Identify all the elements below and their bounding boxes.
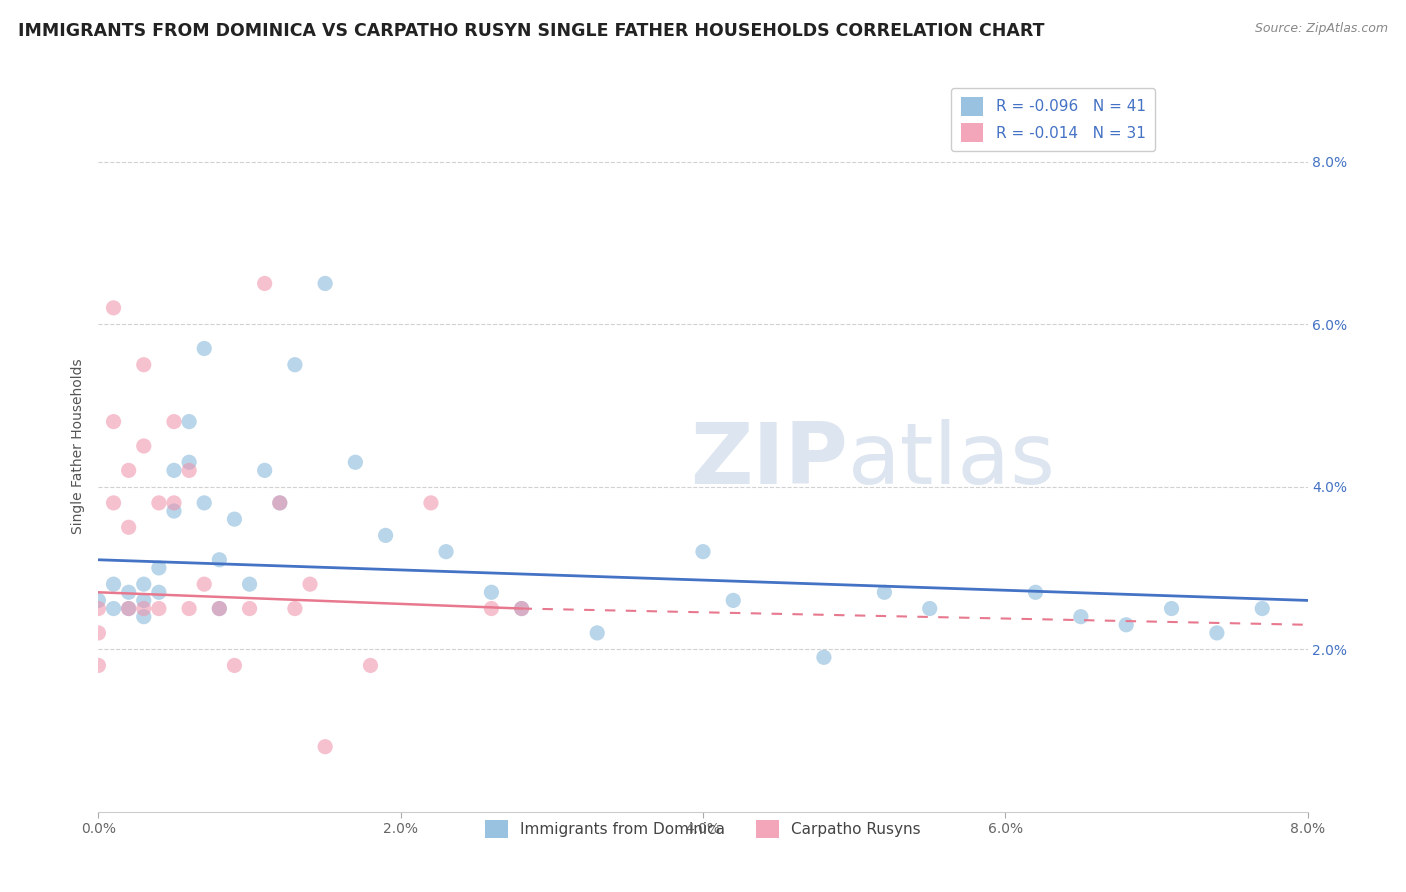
Point [118, 601, 141, 615]
Point [132, 358, 155, 372]
Point [179, 455, 201, 469]
Point [132, 609, 155, 624]
Point [118, 520, 141, 534]
Text: ZIP: ZIP [690, 419, 848, 502]
Legend: Immigrants from Dominica, Carpatho Rusyns: Immigrants from Dominica, Carpatho Rusyn… [479, 814, 927, 845]
Point [87, 601, 110, 615]
Point [163, 415, 186, 429]
Point [344, 455, 367, 469]
Point [434, 544, 457, 558]
Point [284, 601, 307, 615]
Point [1160, 601, 1182, 615]
Point [510, 601, 533, 615]
Point [224, 512, 246, 526]
Point [1115, 617, 1137, 632]
Point [208, 553, 231, 567]
Point [103, 301, 125, 315]
Point [420, 496, 443, 510]
Point [374, 528, 396, 542]
Point [481, 585, 503, 599]
Point [1251, 601, 1274, 615]
Point [510, 601, 533, 615]
Point [103, 496, 125, 510]
Point [224, 658, 246, 673]
Point [87, 593, 110, 607]
Point [132, 593, 155, 607]
Point [193, 342, 215, 356]
Point [163, 463, 186, 477]
Point [132, 439, 155, 453]
Point [208, 601, 231, 615]
Point [239, 577, 262, 591]
Point [118, 463, 141, 477]
Point [179, 463, 201, 477]
Point [918, 601, 941, 615]
Point [103, 415, 125, 429]
Point [132, 601, 155, 615]
Point [269, 496, 291, 510]
Point [873, 585, 896, 599]
Point [253, 463, 276, 477]
Point [239, 601, 262, 615]
Point [193, 577, 215, 591]
Point [163, 504, 186, 518]
Point [193, 496, 215, 510]
Text: IMMIGRANTS FROM DOMINICA VS CARPATHO RUSYN SINGLE FATHER HOUSEHOLDS CORRELATION : IMMIGRANTS FROM DOMINICA VS CARPATHO RUS… [18, 22, 1045, 40]
Point [148, 496, 170, 510]
Point [1025, 585, 1047, 599]
Point [723, 593, 745, 607]
Point [481, 601, 503, 615]
Point [692, 544, 714, 558]
Point [179, 415, 201, 429]
Text: Source: ZipAtlas.com: Source: ZipAtlas.com [1254, 22, 1388, 36]
Point [179, 601, 201, 615]
Point [1206, 626, 1229, 640]
Point [118, 601, 141, 615]
Point [299, 577, 322, 591]
Point [253, 277, 276, 291]
Point [148, 585, 170, 599]
Point [148, 561, 170, 575]
Point [314, 277, 336, 291]
Point [87, 626, 110, 640]
Point [1070, 609, 1092, 624]
Point [360, 658, 382, 673]
Point [132, 577, 155, 591]
Point [586, 626, 609, 640]
Point [208, 601, 231, 615]
Point [284, 358, 307, 372]
Point [148, 601, 170, 615]
Point [87, 658, 110, 673]
Text: atlas: atlas [848, 419, 1056, 502]
Point [103, 601, 125, 615]
Y-axis label: Single Father Households: Single Father Households [70, 359, 84, 533]
Point [269, 496, 291, 510]
Point [103, 577, 125, 591]
Point [314, 739, 336, 754]
Point [118, 585, 141, 599]
Point [813, 650, 835, 665]
Point [163, 496, 186, 510]
